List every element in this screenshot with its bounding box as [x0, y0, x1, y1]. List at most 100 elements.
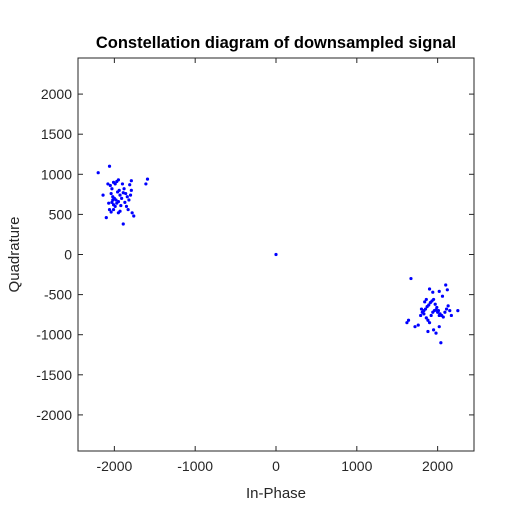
data-point — [116, 211, 121, 215]
data-point — [121, 191, 125, 195]
data-point — [113, 204, 117, 208]
data-point — [109, 191, 113, 196]
data-point — [144, 182, 148, 186]
data-point — [431, 290, 435, 294]
data-point — [433, 302, 437, 306]
data-point — [109, 210, 113, 214]
y-tick-label: -2000 — [36, 407, 72, 423]
data-point — [107, 207, 112, 212]
data-point — [429, 313, 433, 318]
data-point — [434, 308, 438, 312]
data-point — [111, 198, 115, 202]
data-point — [445, 288, 449, 292]
y-tick-label: 2000 — [41, 86, 72, 102]
data-point — [114, 198, 118, 202]
data-point — [435, 305, 439, 310]
data-point — [96, 171, 100, 175]
y-axis-label: Quadrature — [6, 217, 23, 293]
data-point — [107, 164, 112, 168]
data-point — [145, 177, 150, 181]
data-point — [456, 309, 460, 313]
data-point — [405, 321, 409, 325]
y-tick-label: 1000 — [41, 166, 72, 182]
data-point — [117, 188, 121, 192]
data-point — [125, 195, 129, 199]
data-point — [437, 289, 441, 293]
data-point — [427, 303, 431, 307]
data-point — [443, 310, 447, 314]
data-point — [127, 198, 131, 202]
data-point — [431, 297, 436, 302]
x-tick-label: 0 — [272, 458, 280, 474]
x-tick-label: 2000 — [422, 458, 453, 474]
data-point — [101, 193, 105, 197]
x-axis-label: In-Phase — [246, 485, 306, 502]
data-point — [419, 307, 424, 311]
y-tick-label: -1000 — [36, 327, 72, 343]
data-point — [424, 316, 428, 320]
data-point — [441, 315, 445, 319]
data-point — [419, 313, 423, 318]
data-point — [448, 309, 452, 313]
data-point — [406, 318, 411, 322]
y-tick-label: 1500 — [41, 126, 72, 142]
data-point — [423, 300, 427, 304]
data-point — [120, 196, 124, 200]
chart-title: Constellation diagram of downsampled sig… — [96, 34, 456, 52]
x-tick-label: -1000 — [177, 458, 213, 474]
data-point — [427, 287, 432, 291]
data-point — [409, 276, 413, 281]
plot-area: -2000 -1000 0 1000 2000 2000 1500 1000 500 0 -500 -… — [36, 57, 475, 474]
data-point — [416, 323, 420, 327]
data-point — [444, 283, 448, 287]
y-tick-label: -1500 — [36, 367, 72, 383]
data-point — [126, 207, 130, 212]
data-point — [128, 183, 132, 187]
data-point — [132, 214, 136, 218]
data-point — [116, 199, 121, 204]
data-points — [96, 164, 460, 345]
data-point — [437, 313, 441, 318]
y-tick-label: 500 — [49, 206, 73, 222]
data-point — [130, 211, 134, 215]
data-point — [446, 304, 450, 308]
data-point — [422, 312, 426, 316]
data-point — [110, 187, 114, 191]
y-tick-label: -500 — [44, 287, 72, 303]
y-tick-label: 0 — [64, 247, 72, 263]
data-point — [423, 307, 428, 311]
data-point — [129, 188, 133, 192]
x-tick-label: 1000 — [341, 458, 372, 474]
data-point — [129, 179, 133, 183]
data-point — [439, 341, 443, 345]
data-point — [118, 193, 122, 197]
data-point — [436, 310, 440, 314]
data-point — [108, 183, 112, 188]
data-point — [124, 191, 128, 196]
data-point — [427, 321, 432, 325]
data-point — [440, 294, 445, 298]
data-point — [426, 318, 430, 322]
data-point — [434, 331, 438, 335]
data-point — [426, 329, 430, 334]
data-point — [121, 222, 125, 226]
data-point — [119, 203, 123, 208]
data-point — [106, 182, 110, 186]
data-point — [107, 201, 111, 205]
data-point — [116, 178, 121, 182]
data-point — [274, 252, 278, 257]
data-point — [424, 297, 428, 302]
axis-ticks: -2000 -1000 0 1000 2000 2000 1500 1000 500 0 -500 -… — [36, 58, 474, 474]
data-point — [111, 207, 116, 212]
data-point — [413, 325, 417, 329]
data-point — [120, 182, 125, 186]
data-point — [124, 204, 129, 208]
data-point — [437, 325, 441, 329]
x-tick-label: -2000 — [96, 458, 132, 474]
data-point — [128, 193, 133, 197]
data-point — [449, 313, 453, 318]
data-point — [110, 200, 114, 204]
data-point — [123, 200, 127, 204]
data-point — [431, 328, 436, 332]
